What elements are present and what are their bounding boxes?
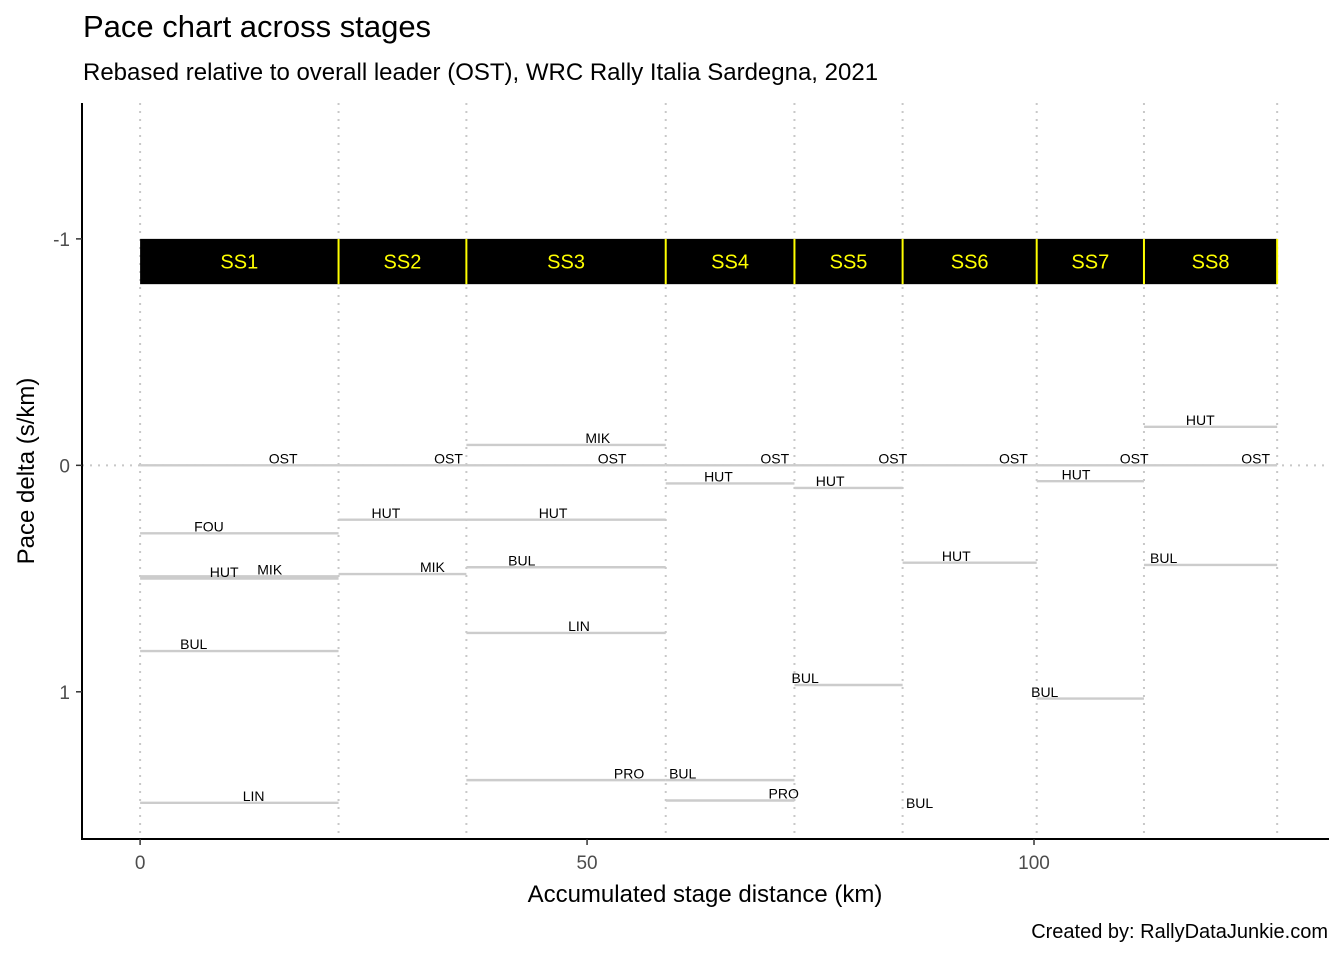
stage-band-ss8 [1143, 238, 1278, 285]
x-tick-label: 50 [576, 853, 597, 874]
driver-label-ost: OST [598, 451, 627, 467]
driver-label-mik: MIK [257, 562, 283, 578]
driver-label-hut: HUT [704, 469, 733, 485]
driver-label-ost: OST [878, 451, 907, 467]
driver-label-hut: HUT [816, 473, 845, 489]
driver-label-pro: PRO [614, 765, 644, 781]
x-tick-label: 100 [1018, 853, 1050, 874]
y-tick-label: 1 [59, 683, 70, 704]
chart-title: Pace chart across stages [83, 9, 432, 44]
driver-label-pro: PRO [769, 786, 799, 802]
y-tick-label: 0 [59, 456, 70, 477]
driver-label-ost: OST [999, 451, 1028, 467]
driver-label-mik: MIK [585, 430, 611, 446]
driver-label-bul: BUL [180, 636, 207, 652]
stage-label-ss8: SS8 [1192, 252, 1230, 274]
driver-label-bul: BUL [669, 765, 696, 781]
x-axis-title: Accumulated stage distance (km) [528, 881, 883, 908]
stage-band-ss4 [665, 238, 795, 285]
stage-band-ss6 [902, 238, 1037, 285]
driver-label-fou: FOU [194, 518, 224, 534]
stage-band-ss5 [794, 238, 903, 285]
chart-subtitle: Rebased relative to overall leader (OST)… [83, 59, 879, 86]
driver-label-ost: OST [269, 451, 298, 467]
y-tick-label: -1 [53, 230, 70, 251]
driver-label-hut: HUT [942, 548, 971, 564]
driver-label-hut: HUT [1186, 412, 1215, 428]
stage-label-ss3: SS3 [547, 252, 585, 274]
driver-label-bul: BUL [508, 552, 535, 568]
driver-label-hut: HUT [539, 505, 568, 521]
stage-label-ss1: SS1 [220, 252, 258, 274]
stage-band-ss2 [338, 238, 467, 285]
driver-label-ost: OST [760, 451, 789, 467]
driver-label-ost: OST [434, 451, 463, 467]
driver-label-mik: MIK [420, 559, 446, 575]
stage-band-ss7 [1036, 238, 1144, 285]
credit-caption: Created by: RallyDataJunkie.com [1031, 921, 1328, 943]
driver-label-bul: BUL [1150, 550, 1177, 566]
stage-band-ss3 [466, 238, 666, 285]
driver-label-hut: HUT [372, 505, 401, 521]
stage-label-ss4: SS4 [711, 252, 749, 274]
driver-label-hut: HUT [1062, 466, 1091, 482]
y-axis-title: Pace delta (s/km) [13, 378, 40, 565]
driver-label-ost: OST [1120, 451, 1149, 467]
driver-label-bul: BUL [906, 795, 933, 811]
x-tick-label: 0 [135, 853, 146, 874]
driver-label-lin: LIN [243, 788, 265, 804]
driver-label-bul: BUL [1031, 684, 1058, 700]
stage-label-ss6: SS6 [951, 252, 989, 274]
stage-label-ss5: SS5 [830, 252, 868, 274]
stage-band-ss1 [140, 238, 339, 285]
driver-label-ost: OST [1241, 451, 1270, 467]
stage-label-ss2: SS2 [384, 252, 422, 274]
driver-label-lin: LIN [568, 618, 590, 634]
stage-label-ss7: SS7 [1071, 252, 1109, 274]
driver-label-hut: HUT [210, 564, 239, 580]
driver-label-bul: BUL [792, 670, 819, 686]
